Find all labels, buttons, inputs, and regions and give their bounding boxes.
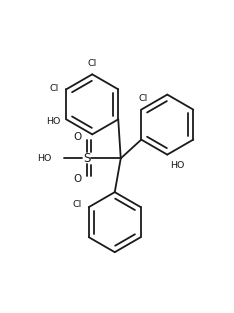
Text: S: S: [83, 152, 91, 165]
Text: Cl: Cl: [73, 200, 82, 209]
Text: HO: HO: [46, 117, 60, 126]
Text: Cl: Cl: [50, 84, 59, 93]
Text: O: O: [74, 132, 82, 142]
Text: HO: HO: [37, 154, 52, 163]
Text: O: O: [74, 174, 82, 184]
Text: HO: HO: [170, 161, 185, 170]
Text: Cl: Cl: [138, 94, 147, 103]
Text: Cl: Cl: [88, 59, 97, 68]
